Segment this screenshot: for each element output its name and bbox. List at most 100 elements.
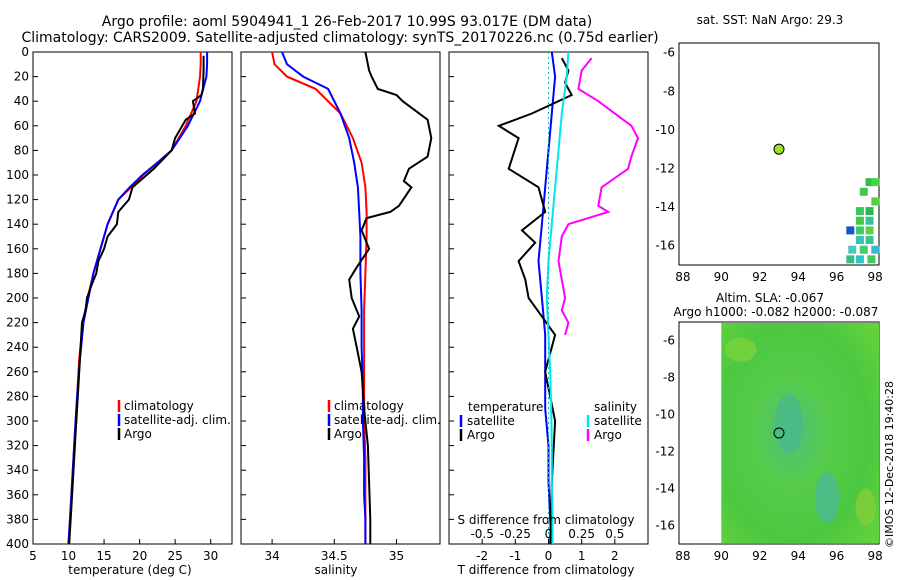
- legend-label-argo: Argo: [124, 427, 152, 441]
- map-y-tick-label: -14: [655, 200, 675, 214]
- sst-cell: [855, 226, 864, 235]
- salinity-xlabel: salinity: [314, 563, 357, 577]
- y-tick-label: 100: [6, 168, 29, 182]
- map-ticks-group: 88 90 92 94 96 98 -6 -8 -10 -12 -14 -16 88 90 92 94 96 98…: [655, 46, 882, 563]
- sst-map-title: sat. SST: NaN Argo: 29.3: [697, 13, 844, 27]
- map-y-tick-label: -14: [655, 482, 675, 496]
- y-tick-label: 0: [21, 45, 29, 59]
- sst-cell: [865, 178, 874, 187]
- s-diff-tick-label: 0: [545, 527, 553, 541]
- sst-cell: [846, 226, 855, 235]
- credit-text: ©IMOS 12-Dec-2018 19:40:28: [883, 381, 896, 548]
- sst-cell: [871, 178, 880, 187]
- sla-map-subtitle: Argo h1000: -0.082 h2000: -0.087: [674, 305, 879, 319]
- x-tick-label: 5: [29, 549, 37, 563]
- title-line1: Argo profile: aoml 5904941_1 26-Feb-2017…: [102, 14, 592, 30]
- series-line-climatology: [271, 51, 368, 544]
- map-x-tick-label: 92: [752, 270, 767, 284]
- map-y-tick-label: -16: [655, 239, 675, 253]
- y-tick-label: 320: [6, 439, 29, 453]
- legend-title-salinity: salinity: [594, 400, 637, 414]
- map-x-tick-label: 88: [675, 270, 690, 284]
- salinity-legend: climatology satellite-adj. clim. Argo: [327, 399, 441, 441]
- map-y-tick-label: -16: [655, 519, 675, 533]
- sst-cell: [871, 197, 880, 206]
- sst-cell: [865, 236, 874, 245]
- series-line-argo: [68, 55, 205, 545]
- x-tick-label: 30: [203, 549, 218, 563]
- y-tick-label: 140: [6, 217, 29, 231]
- x-tick-label: 34.5: [321, 549, 348, 563]
- title-line2: Climatology: CARS2009. Satellite-adjuste…: [21, 30, 658, 46]
- sst-map-cells: [846, 178, 880, 264]
- y-tick-label: 300: [6, 414, 29, 428]
- sst-cell: [855, 207, 864, 216]
- y-tick-label: 280: [6, 389, 29, 403]
- salinity-panel-frame: [240, 51, 441, 545]
- map-y-tick-label: -8: [663, 371, 675, 385]
- map-y-tick-label: -10: [655, 408, 675, 422]
- map-y-tick-label: -6: [663, 46, 675, 60]
- y-tick-label: 20: [14, 70, 29, 84]
- legend-label-s-satellite: satellite: [594, 414, 642, 428]
- legend-label-argo: Argo: [334, 427, 362, 441]
- y-tick-label: 400: [6, 537, 29, 551]
- sla-feature: [774, 393, 803, 454]
- temperature-series-group: [67, 52, 209, 545]
- sst-cell: [855, 255, 864, 264]
- sla-feature: [724, 337, 757, 362]
- sst-cell: [859, 245, 868, 254]
- s-diff-tick-label: -0.5: [470, 527, 493, 541]
- map-x-tick-label: 98: [868, 549, 883, 563]
- legend-label-climatology: climatology: [334, 399, 404, 413]
- sst-cell: [859, 187, 868, 196]
- sla-map-title: Altim. SLA: -0.067: [716, 291, 824, 305]
- sla-field-features: [724, 337, 876, 525]
- map-x-tick-label: 90: [714, 270, 729, 284]
- map-y-tick-label: -12: [655, 445, 675, 459]
- y-tick-label: 360: [6, 488, 29, 502]
- y-tick-label: 160: [6, 242, 29, 256]
- x-tick-label: 35: [389, 549, 404, 563]
- map-y-tick-label: -10: [655, 123, 675, 137]
- map-x-tick-label: 94: [791, 270, 806, 284]
- y-tick-label: 120: [6, 193, 29, 207]
- y-tick-label: 180: [6, 266, 29, 280]
- legend-label-t-argo: Argo: [467, 428, 495, 442]
- y-tick-label: 340: [6, 463, 29, 477]
- sst-cell: [867, 255, 876, 264]
- legend-label-t-satellite: satellite: [467, 414, 515, 428]
- map-y-tick-label: -6: [663, 334, 675, 348]
- legend-label-s-argo: Argo: [594, 428, 622, 442]
- legend-label-satellite: satellite-adj. clim.: [124, 413, 231, 427]
- y-tick-label: 80: [14, 143, 29, 157]
- sla-feature: [855, 489, 876, 525]
- y-tick-label: 240: [6, 340, 29, 354]
- x-tick-label: 10: [61, 549, 76, 563]
- difference-legend: temperature satellite Argo salinity sate…: [459, 400, 642, 442]
- legend-title-temperature: temperature: [468, 400, 543, 414]
- y-tick-label: 220: [6, 316, 29, 330]
- t-difference-xlabel: T difference from climatology: [457, 563, 635, 577]
- map-x-tick-label: 96: [829, 549, 844, 563]
- difference-series-group: [496, 51, 640, 545]
- legend-label-climatology: climatology: [124, 399, 194, 413]
- x-tick-label: -2: [476, 549, 488, 563]
- sst-cell: [855, 216, 864, 225]
- map-x-tick-label: 96: [829, 270, 844, 284]
- y-tick-label: 60: [14, 119, 29, 133]
- x-tick-label: 0: [545, 549, 553, 563]
- temperature-legend: climatology satellite-adj. clim. Argo: [117, 399, 231, 441]
- x-tick-label: 34: [264, 549, 279, 563]
- x-tick-label: 15: [96, 549, 111, 563]
- series-line-t-argo: [496, 57, 574, 545]
- s-diff-tick-label: 0.25: [568, 527, 595, 541]
- y-tick-label: 380: [6, 512, 29, 526]
- map-x-tick-label: 88: [675, 549, 690, 563]
- series-line-argo: [348, 51, 433, 544]
- sst-cell: [865, 216, 874, 225]
- y-tick-label: 40: [14, 94, 29, 108]
- series-line-s-satellite: [545, 51, 570, 544]
- x-tick-label: -1: [509, 549, 521, 563]
- s-diff-tick-label: 0.5: [605, 527, 624, 541]
